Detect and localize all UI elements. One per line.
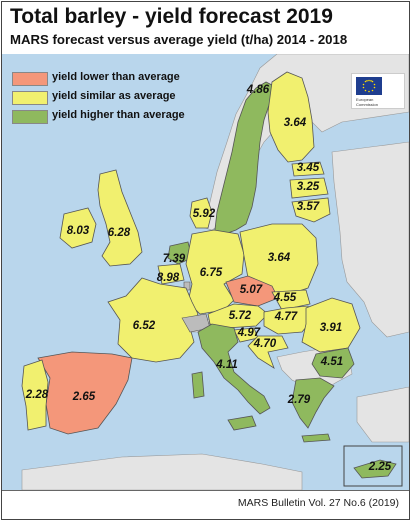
region-latvia — [289, 177, 329, 199]
value-estonia: 3.45 — [297, 162, 320, 174]
footer-source: MARS Bulletin Vol. 27 No.6 (2019) — [237, 497, 399, 509]
value-spain: 2.65 — [72, 391, 96, 403]
region-belgium — [157, 263, 185, 285]
region-estonia — [291, 161, 325, 177]
value-finland: 3.64 — [284, 117, 307, 129]
value-austria: 5.72 — [229, 310, 252, 322]
value-italy: 4.11 — [215, 359, 238, 371]
logo-text-line2: Commission — [356, 102, 379, 107]
value-denmark: 5.92 — [193, 208, 216, 220]
value-romania: 3.91 — [320, 322, 342, 334]
region-lithuania — [291, 197, 331, 223]
europe-map: 4.86 3.64 3.45 3.25 3.57 5.92 8.03 6.28 … — [2, 54, 409, 490]
yield-labels: 4.86 3.64 3.45 3.25 3.57 5.92 8.03 6.28 … — [25, 84, 392, 473]
legend-swatch-lower — [12, 72, 48, 86]
value-czechia: 5.07 — [240, 284, 263, 296]
region-crete — [301, 433, 331, 443]
value-slovenia: 4.97 — [237, 327, 261, 339]
region-portugal — [21, 359, 49, 431]
value-slovakia: 4.55 — [273, 292, 297, 304]
region-poland — [239, 223, 319, 297]
legend-swatch-higher — [12, 110, 48, 124]
value-belgium: 8.98 — [157, 272, 180, 284]
value-greece: 2.79 — [287, 394, 311, 406]
logo-text-line1: European — [356, 97, 374, 102]
european-commission-logo: European Commission — [351, 73, 405, 109]
value-netherlands: 7.39 — [163, 253, 186, 265]
region-ireland — [59, 207, 97, 249]
region-sardinia — [191, 371, 205, 399]
value-ireland: 8.03 — [67, 225, 90, 237]
region-united-kingdom — [97, 169, 143, 267]
value-cyprus: 2.25 — [368, 461, 392, 473]
value-latvia: 3.25 — [297, 181, 320, 193]
region-cyprus — [353, 459, 397, 479]
region-slovakia — [271, 289, 311, 311]
legend-label-similar: yield similar as average — [52, 90, 176, 102]
value-hungary: 4.77 — [274, 311, 298, 323]
map-subtitle: MARS forecast versus average yield (t/ha… — [10, 32, 348, 47]
region-italy — [197, 323, 271, 415]
legend-label-higher: yield higher than average — [52, 109, 185, 121]
value-united-kingdom: 6.28 — [108, 227, 131, 239]
value-norway-sweden: 4.86 — [246, 84, 270, 96]
value-germany: 6.75 — [200, 267, 223, 279]
footer-divider — [2, 490, 409, 491]
value-portugal: 2.28 — [25, 389, 49, 401]
legend-swatch-similar — [12, 91, 48, 105]
region-sicily — [227, 415, 257, 431]
map-title: Total barley - yield forecast 2019 — [10, 5, 333, 28]
region-denmark — [189, 197, 213, 229]
value-bulgaria: 4.51 — [320, 356, 343, 368]
region-greece — [291, 377, 335, 429]
value-croatia: 4.70 — [253, 338, 277, 350]
region-finland — [267, 71, 315, 163]
value-france: 6.52 — [133, 320, 156, 332]
region-netherlands — [167, 241, 193, 265]
value-poland: 3.64 — [268, 252, 291, 264]
eu-flag-icon — [356, 77, 382, 95]
value-lithuania: 3.57 — [297, 201, 320, 213]
region-croatia — [247, 335, 289, 369]
region-bulgaria — [311, 347, 355, 379]
legend-label-lower: yield lower than average — [52, 71, 180, 83]
region-france — [107, 277, 199, 363]
